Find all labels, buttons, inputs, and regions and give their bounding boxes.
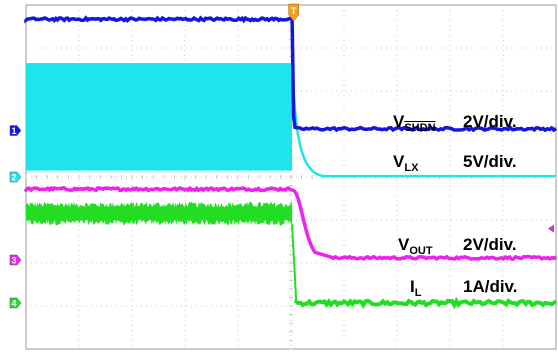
ch4-scale: 1A/div. <box>463 277 518 296</box>
il-trace <box>294 296 558 310</box>
ch2-scale: 5V/div. <box>463 152 517 171</box>
trigger-level-arrow <box>548 224 554 233</box>
trigger-marker-label: T <box>291 6 297 16</box>
ch1-marker-label: 1 <box>11 126 16 136</box>
il-fall <box>291 224 298 304</box>
channel-markers: 1 2 3 4 T <box>9 3 554 309</box>
ch3-scale: 2V/div. <box>463 235 517 254</box>
ch1-ground-marker <box>9 125 22 136</box>
ch4-ground-marker <box>9 297 22 309</box>
ch4-label: IL <box>410 277 422 299</box>
ch3-marker-label: 3 <box>11 255 16 265</box>
traces <box>24 15 558 310</box>
vout-trace <box>24 186 558 261</box>
ch1-scale: 2V/div. <box>463 112 517 131</box>
ch3-ground-marker <box>9 254 22 266</box>
ch2-marker-label: 2 <box>11 173 16 183</box>
trigger-position-marker <box>288 3 299 22</box>
il-ripple-band <box>26 201 293 226</box>
ch4-marker-label: 4 <box>11 298 16 308</box>
vshdn-trace <box>24 15 558 133</box>
ch3-label: VOUT <box>398 235 433 257</box>
ch1-label: VSHDN <box>393 112 436 134</box>
ch2-label: VLX <box>393 152 419 174</box>
ch2-ground-marker <box>9 171 22 183</box>
vlx-switching-band <box>26 63 293 171</box>
